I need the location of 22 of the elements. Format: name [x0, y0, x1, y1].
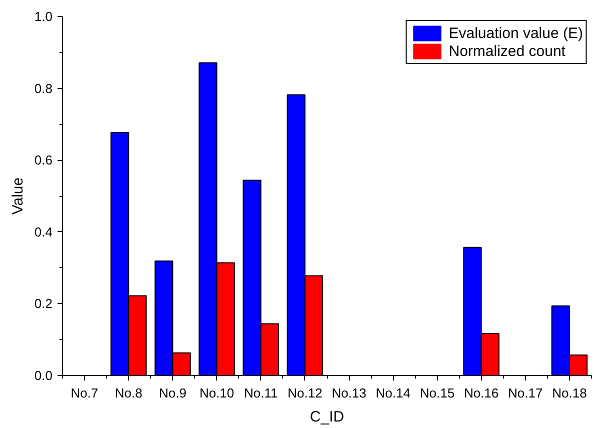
x-tick-label: No.13: [332, 386, 366, 400]
legend-label: Normalized count: [448, 42, 566, 60]
x-axis-title: C_ID: [310, 408, 344, 426]
x-tick-label: No.8: [114, 386, 142, 400]
y-tick-label: 1.0: [34, 9, 53, 24]
x-tick-label: No.7: [70, 386, 98, 400]
y-tick-label: 0.2: [34, 296, 53, 312]
x-tick-label: No.10: [199, 386, 234, 400]
x-tick-label: No.12: [288, 386, 322, 400]
y-axis-title: Value: [9, 177, 26, 215]
y-tick-label: 0.0: [34, 368, 53, 383]
y-tick-label: 0.6: [34, 152, 53, 168]
x-tick-label: No.9: [158, 386, 186, 400]
x-tick-label: No.11: [244, 386, 278, 400]
x-tick-label: No.14: [376, 386, 410, 400]
y-tick-label: 0.4: [34, 224, 53, 240]
legend-label: Evaluation value (E): [448, 24, 583, 42]
x-tick-label: No.16: [464, 386, 499, 400]
x-tick-label: No.15: [420, 386, 455, 400]
x-tick-label: No.17: [508, 386, 543, 400]
x-tick-label: No.18: [552, 386, 587, 400]
y-tick-label: 0.8: [34, 80, 53, 96]
